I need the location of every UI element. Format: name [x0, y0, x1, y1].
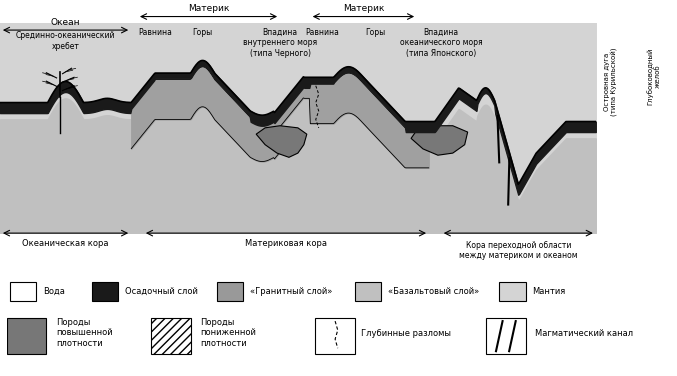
Text: Магматический канал: Магматический канал	[536, 329, 634, 338]
Text: Океан: Океан	[51, 18, 81, 27]
Bar	[486, 318, 525, 354]
Text: «Гранитный слой»: «Гранитный слой»	[250, 287, 332, 296]
Polygon shape	[411, 126, 468, 155]
Polygon shape	[256, 126, 307, 157]
Text: Глубоководный
желоб: Глубоководный желоб	[647, 48, 660, 105]
Bar	[151, 318, 191, 354]
Bar	[92, 282, 118, 301]
Text: Равнина: Равнина	[305, 28, 338, 37]
Bar	[217, 282, 243, 301]
Text: Срединно-океанический
хребет: Срединно-океанический хребет	[16, 31, 115, 51]
Text: Мантия: Мантия	[532, 287, 565, 296]
Text: Материк: Материк	[343, 4, 384, 13]
Text: Островная дуга
(типа Курильской): Островная дуга (типа Курильской)	[604, 48, 617, 116]
Text: Породы
пониженной
плотности: Породы пониженной плотности	[200, 318, 257, 348]
Text: Впадина
океанического моря
(типа Японского): Впадина океанического моря (типа Японско…	[399, 28, 482, 58]
Text: Горы: Горы	[192, 28, 213, 37]
Text: Глубинные разломы: Глубинные разломы	[362, 329, 452, 338]
Bar	[7, 318, 46, 354]
Bar	[355, 282, 381, 301]
Text: Материк: Материк	[188, 4, 230, 13]
Bar	[500, 282, 525, 301]
Text: Кора переходной области
между материком и океаном: Кора переходной области между материком …	[459, 241, 577, 260]
Text: Океаническая кора: Океаническая кора	[22, 239, 109, 248]
Text: Осадочный слой: Осадочный слой	[125, 287, 198, 296]
Bar	[10, 282, 37, 301]
Text: «Базальтовый слой»: «Базальтовый слой»	[388, 287, 479, 296]
Text: Равнина: Равнина	[138, 28, 172, 37]
Text: Горы: Горы	[366, 28, 385, 37]
Text: Впадина
внутреннего моря
(типа Черного): Впадина внутреннего моря (типа Черного)	[243, 28, 317, 58]
Text: Вода: Вода	[43, 287, 65, 296]
Text: Материковая кора: Материковая кора	[245, 239, 327, 248]
Text: Породы
повышенной
плотности: Породы повышенной плотности	[56, 318, 112, 348]
Bar	[315, 318, 355, 354]
